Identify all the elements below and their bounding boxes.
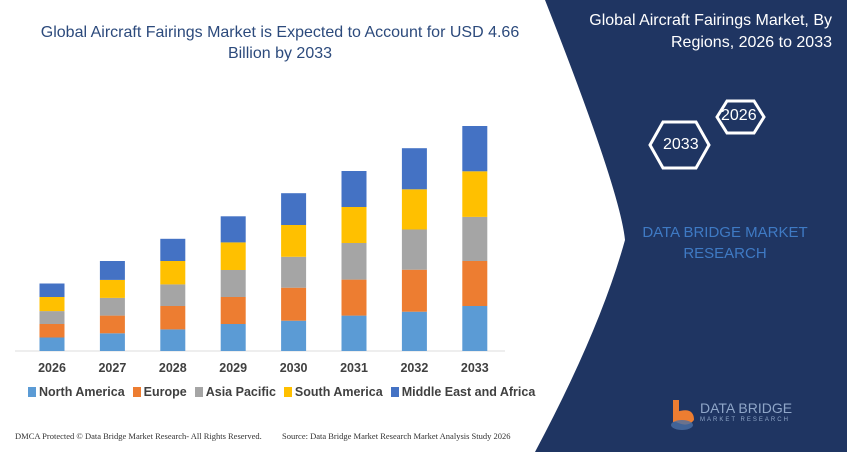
bar-segment-middle-east-and-africa-2030 [281, 193, 307, 225]
bar-segment-middle-east-and-africa-2027 [99, 261, 125, 280]
bar-segment-europe-2030 [281, 287, 307, 321]
x-tick-label: 2030 [280, 361, 308, 375]
source-text: Source: Data Bridge Market Research Mark… [282, 431, 511, 441]
legend-item: Asia Pacific [194, 385, 276, 399]
bar-segment-south-america-2032 [401, 189, 427, 230]
bar-segment-middle-east-and-africa-2033 [462, 126, 488, 172]
legend-swatch [283, 387, 292, 397]
bar-segment-south-america-2030 [281, 225, 307, 257]
logo-name: DATA BRIDGE [700, 400, 793, 416]
hex-label-2033: 2033 [663, 136, 699, 153]
bar-segment-asia-pacific-2030 [281, 256, 307, 288]
bar-segment-south-america-2031 [341, 207, 367, 243]
legend-swatch [194, 387, 203, 397]
x-tick-label: 2026 [38, 361, 66, 375]
legend-item: South America [283, 385, 383, 399]
bar-segment-europe-2029 [220, 297, 246, 324]
right-panel [535, 0, 847, 452]
legend-label: Europe [143, 385, 187, 399]
legend: North America Europe Asia Pacific South … [28, 385, 535, 399]
x-tick-label: 2031 [340, 361, 368, 375]
bar-segment-south-america-2029 [220, 242, 246, 270]
logo-icon [671, 400, 694, 430]
bar-segment-middle-east-and-africa-2026 [39, 283, 65, 297]
legend-label: North America [39, 385, 125, 399]
bar-segment-middle-east-and-africa-2029 [220, 216, 246, 243]
bar-segment-asia-pacific-2031 [341, 243, 367, 280]
bar-segment-middle-east-and-africa-2028 [160, 238, 186, 261]
legend-swatch [28, 387, 36, 397]
bar-segment-europe-2026 [39, 324, 65, 338]
bars [39, 126, 488, 351]
bar-segment-europe-2032 [401, 269, 427, 312]
bar-segment-middle-east-and-africa-2031 [341, 171, 367, 207]
x-tick-label: 2028 [159, 361, 187, 375]
bar-segment-europe-2031 [341, 279, 367, 316]
hex-label-2026: 2026 [721, 107, 757, 124]
x-tick-label: 2029 [219, 361, 247, 375]
legend-swatch [132, 387, 141, 397]
chart-title: Global Aircraft Fairings Market is Expec… [40, 24, 520, 62]
bar-segment-north-america-2029 [220, 324, 246, 351]
panel-title: Global Aircraft Fairings Market, By Regi… [589, 12, 832, 51]
bar-segment-north-america-2028 [160, 329, 186, 351]
bar-segment-asia-pacific-2032 [401, 229, 427, 270]
legend-label: South America [294, 385, 383, 399]
logo-sub: MARKET RESEARCH [700, 417, 790, 423]
bar-segment-asia-pacific-2033 [462, 216, 488, 261]
legend-label: Asia Pacific [205, 385, 276, 399]
bar-segment-north-america-2032 [401, 311, 427, 351]
bar-segment-europe-2027 [99, 315, 125, 334]
bar-segment-north-america-2026 [39, 337, 65, 351]
bar-segment-asia-pacific-2028 [160, 284, 186, 306]
bar-segment-north-america-2030 [281, 320, 307, 351]
bar-segment-south-america-2033 [462, 171, 488, 217]
dmca-text: DMCA Protected © Data Bridge Market Rese… [15, 431, 262, 441]
legend-item: Middle East and Africa [390, 385, 536, 399]
bar-segment-asia-pacific-2027 [99, 297, 125, 316]
legend-label: Middle East and Africa [401, 385, 536, 399]
bar-segment-north-america-2027 [99, 333, 125, 351]
bar-segment-north-america-2031 [341, 315, 367, 351]
x-tick-label: 2032 [400, 361, 428, 375]
bar-segment-south-america-2027 [99, 279, 125, 298]
bar-segment-south-america-2028 [160, 261, 186, 285]
bar-segment-europe-2028 [160, 306, 186, 330]
x-ticks: 2026 2027 2028 2029 2030 2031 2032 2033 [38, 361, 489, 375]
legend-item: Europe [132, 385, 187, 399]
bar-segment-north-america-2033 [462, 306, 488, 351]
bar-segment-south-america-2026 [39, 297, 65, 312]
bar-segment-asia-pacific-2029 [220, 270, 246, 297]
hex-2026-icon [648, 99, 766, 170]
legend-swatch [390, 387, 399, 397]
x-tick-label: 2033 [461, 361, 489, 375]
logo: DATA BRIDGE MARKET RESEARCH [700, 400, 792, 423]
bar-segment-asia-pacific-2026 [39, 311, 65, 324]
bar-segment-europe-2033 [462, 261, 488, 306]
x-tick-label: 2027 [98, 361, 126, 375]
brand-text: DATA BRIDGE MARKET RESEARCH [642, 224, 808, 262]
legend-item: North America [28, 385, 125, 399]
bar-segment-middle-east-and-africa-2032 [401, 148, 427, 190]
